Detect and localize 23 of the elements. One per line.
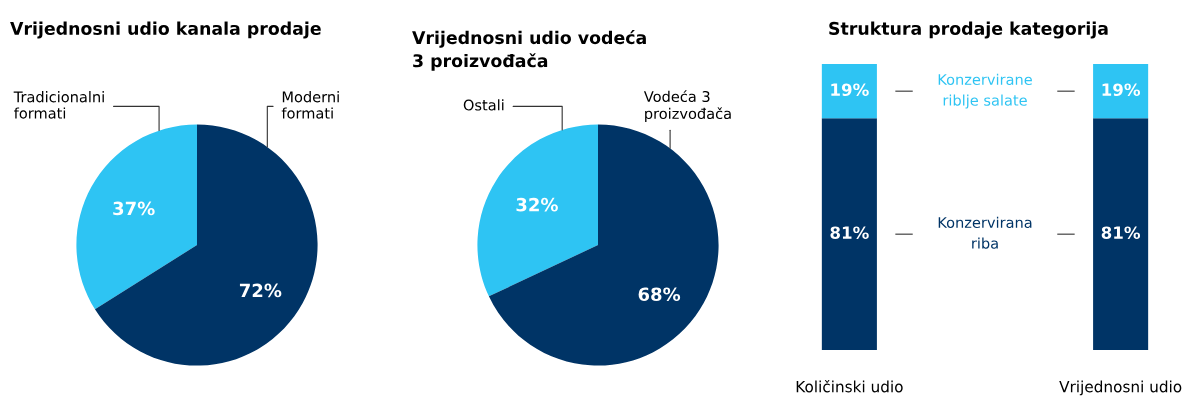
slice-label: Moderni formati [281,91,339,119]
data-label: 19% [1102,83,1141,97]
x-tick-label: Vrijednosni udio [1059,380,1182,396]
data-label: 72% [239,283,282,298]
data-label: 68% [638,287,681,302]
chart-title: Vrijednosni udio kanala prodaje [10,21,321,39]
pie-slice [477,124,598,297]
chart-title: Vrijednosni udio vodeća 3 proizvođača [412,30,646,71]
text: Konzervirane riblje salate [938,73,1032,109]
data-label: 81% [830,226,869,240]
pie-slice [488,124,719,366]
data-label: 81% [1101,226,1141,240]
pie-slice [76,124,197,310]
slice-label: Ostali [463,99,504,111]
slice-label: Vodeća 3 proizvođača [643,90,731,122]
data-label: 37% [113,201,155,216]
slice-label: Tradicionalni formati [13,91,104,119]
x-tick-label: Količinski udio [796,379,903,393]
chart-title: Struktura prodaje kategorija [829,21,1108,39]
text: Konzervirana riba [938,216,1032,249]
pie-slice [94,124,318,366]
data-label: 32% [516,197,558,212]
data-label: 19% [831,83,869,97]
